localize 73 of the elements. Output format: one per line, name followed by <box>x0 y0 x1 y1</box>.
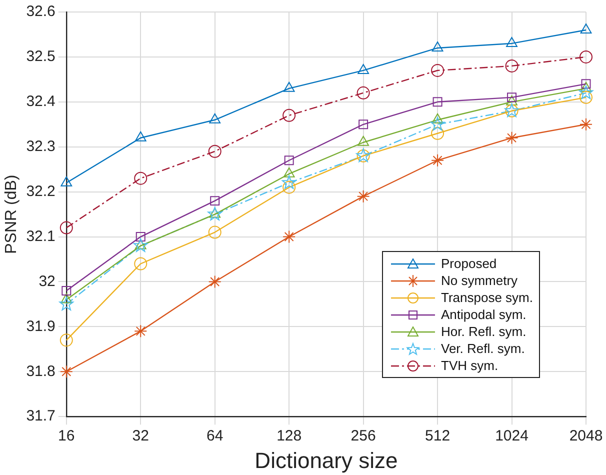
point <box>505 59 518 72</box>
legend-label: TVH sym. <box>441 358 498 373</box>
y-tick-label: 32.4 <box>26 93 56 110</box>
point <box>282 175 296 189</box>
point <box>284 156 294 166</box>
legend-label: No symmetry <box>441 273 518 288</box>
legend-label: Transpose sym. <box>441 290 533 305</box>
point <box>356 86 370 100</box>
point <box>282 108 296 122</box>
x-axis-title: Dictionary size <box>254 448 398 473</box>
point <box>578 85 594 100</box>
point <box>60 334 73 347</box>
legend-label: Ver. Refl. sym. <box>441 341 525 356</box>
point <box>282 230 296 244</box>
x-tick-label: 32 <box>132 428 149 445</box>
point <box>62 286 72 296</box>
point <box>506 36 518 47</box>
point <box>580 90 592 104</box>
point <box>430 116 445 131</box>
legend-label: Antipodal sym. <box>441 307 526 322</box>
point <box>208 144 222 158</box>
point <box>358 136 370 146</box>
legend-label: Proposed <box>441 256 497 271</box>
x-tick-label: 16 <box>58 428 75 445</box>
point <box>505 131 518 144</box>
point <box>580 23 592 34</box>
point <box>580 50 592 64</box>
point <box>356 190 370 203</box>
x-tick-label: 2048 <box>569 428 603 445</box>
point <box>283 82 295 92</box>
y-axis-title: PSNR (dB) <box>3 174 20 254</box>
point <box>134 131 146 142</box>
point <box>134 324 148 338</box>
point <box>136 232 146 242</box>
point <box>60 221 73 234</box>
y-tick-label: 32.1 <box>26 228 56 245</box>
point <box>580 118 592 131</box>
point <box>60 176 72 186</box>
point <box>208 226 222 239</box>
point <box>431 126 444 140</box>
point <box>282 180 296 194</box>
point <box>208 206 222 220</box>
y-tick-label: 31.8 <box>26 362 56 380</box>
point <box>431 64 444 77</box>
point <box>209 113 221 124</box>
point <box>208 275 222 288</box>
legend-label: Hor. Refl. sym. <box>441 324 526 339</box>
x-tick-label: 1024 <box>495 428 528 445</box>
point <box>283 167 295 178</box>
point <box>358 64 370 74</box>
y-tick-label: 32.3 <box>26 138 56 156</box>
y-tick-label: 32.6 <box>26 3 56 20</box>
point <box>581 79 591 89</box>
point <box>431 154 444 167</box>
point <box>432 97 442 107</box>
y-tick-label: 32 <box>38 272 56 290</box>
x-tick-label: 128 <box>276 428 302 445</box>
x-tick-label: 256 <box>350 428 376 445</box>
y-tick-label: 31.9 <box>26 318 56 335</box>
y-tick-label: 31.7 <box>26 408 56 425</box>
point <box>507 92 517 102</box>
point <box>134 257 148 270</box>
point <box>210 196 220 206</box>
point <box>506 95 518 106</box>
y-tick-label: 32.2 <box>26 182 56 200</box>
point <box>59 296 74 310</box>
y-tick-label: 32.5 <box>26 48 56 66</box>
point <box>133 238 148 252</box>
point <box>134 172 148 185</box>
point <box>358 120 368 130</box>
x-tick-label: 512 <box>425 428 450 445</box>
x-tick-label: 64 <box>206 428 224 445</box>
point <box>432 41 444 52</box>
